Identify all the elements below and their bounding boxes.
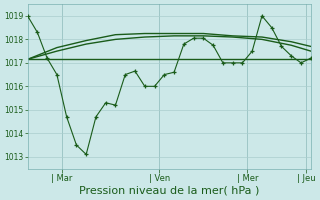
X-axis label: Pression niveau de la mer( hPa ): Pression niveau de la mer( hPa ) bbox=[79, 186, 260, 196]
